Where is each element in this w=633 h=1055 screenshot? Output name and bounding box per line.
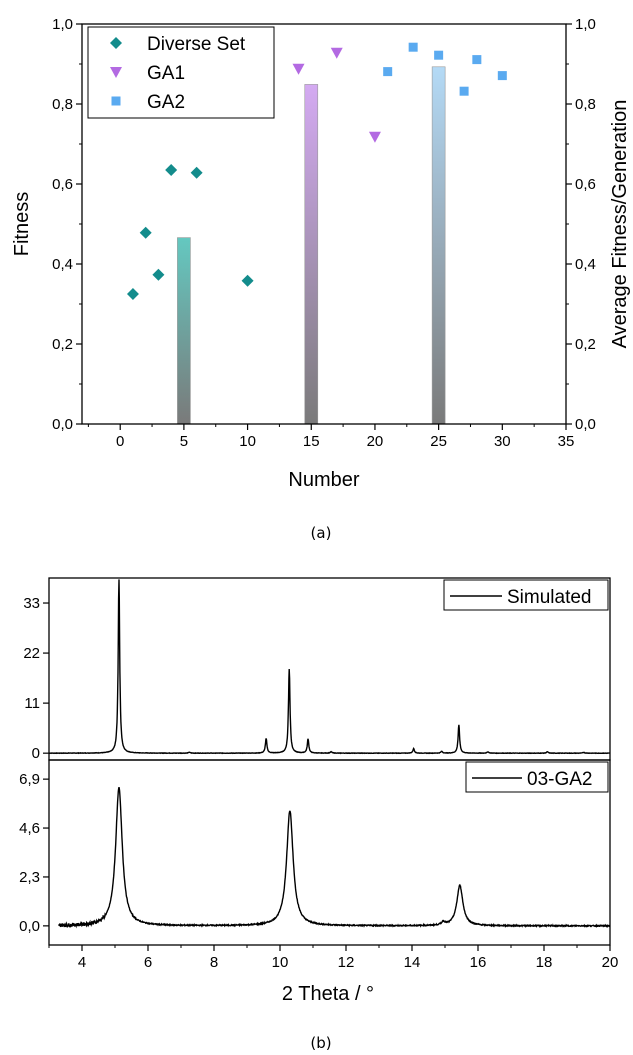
legend-label-diverse-set: Diverse Set bbox=[147, 34, 246, 55]
legend-box bbox=[465, 761, 609, 793]
panel-b-chart: 4 6 8 10 12 14 16 18 20 0 11 22 33 0,0 2,3 4,6 6,9 Sim… bbox=[19, 577, 619, 1052]
y2-tick-label: 0,4 bbox=[575, 256, 596, 273]
x-tick-label: 20 bbox=[602, 954, 619, 971]
panel-a-y-axis-left: 0,0 0,2 0,4 0,6 0,8 1,0 bbox=[52, 16, 82, 433]
y2-tick-label: 1,0 bbox=[575, 16, 596, 33]
y-tick-label: 0,4 bbox=[52, 256, 73, 273]
panel-b-bottom-frame bbox=[48, 759, 611, 946]
x-tick-label: 15 bbox=[303, 433, 320, 450]
panel-b-x-axis: 4 6 8 10 12 14 16 18 20 bbox=[48, 945, 619, 971]
legend-marker-diverse-set bbox=[110, 37, 122, 49]
y-tick-label: 22 bbox=[23, 645, 40, 662]
diverse-set-point bbox=[139, 226, 152, 239]
y-tick-label: 0 bbox=[32, 745, 40, 762]
x-tick-label: 30 bbox=[494, 433, 511, 450]
ga2-point bbox=[383, 67, 393, 77]
y2-tick-label: 0,0 bbox=[575, 416, 596, 433]
average-fitness-bar bbox=[177, 237, 191, 425]
y-tick-label: 33 bbox=[23, 595, 40, 612]
ga2-point bbox=[459, 86, 469, 96]
x-tick-label: 18 bbox=[536, 954, 553, 971]
ga2-point bbox=[497, 71, 507, 81]
x-tick-label: 16 bbox=[470, 954, 487, 971]
ga2-pattern-line bbox=[58, 786, 611, 929]
panel-b-top-y-axis: 0 11 22 33 bbox=[23, 595, 49, 762]
x-tick-label: 6 bbox=[144, 954, 152, 971]
legend-marker-ga1 bbox=[110, 67, 122, 78]
ga2-legend: 03-GA2 bbox=[465, 761, 609, 793]
ga1-point bbox=[368, 131, 381, 143]
y2-tick-label: 0,8 bbox=[575, 96, 596, 113]
diverse-set-point bbox=[190, 166, 203, 179]
x-tick-label: 0 bbox=[116, 433, 124, 450]
y2-tick-label: 0,6 bbox=[575, 176, 596, 193]
panel-a-y2-axis-label: Average Fitness/Generation bbox=[609, 100, 631, 349]
x-tick-label: 25 bbox=[430, 433, 447, 450]
legend-label-ga1: GA1 bbox=[147, 63, 185, 84]
legend-box bbox=[443, 579, 609, 611]
ga2-point bbox=[434, 50, 444, 60]
legend-label-ga2: GA2 bbox=[147, 92, 185, 113]
x-tick-label: 5 bbox=[180, 433, 188, 450]
diverse-set-point bbox=[126, 288, 139, 300]
x-tick-label: 10 bbox=[272, 954, 289, 971]
legend-marker-ga2 bbox=[111, 96, 121, 106]
average-fitness-bar bbox=[304, 84, 319, 425]
diverse-set-point bbox=[165, 164, 178, 176]
y-tick-label: 2,3 bbox=[19, 869, 40, 886]
y-tick-label: 0,6 bbox=[52, 176, 73, 193]
x-tick-label: 35 bbox=[558, 433, 575, 450]
y-tick-label: 0,2 bbox=[52, 336, 73, 353]
y-tick-label: 0,8 bbox=[52, 96, 73, 113]
panel-a-legend: Diverse Set GA1 GA2 bbox=[87, 26, 275, 119]
diverse-set-point bbox=[152, 268, 165, 281]
x-tick-label: 14 bbox=[404, 954, 421, 971]
ga2-point bbox=[472, 55, 482, 65]
average-fitness-bars bbox=[177, 66, 446, 425]
x-tick-label: 4 bbox=[78, 954, 86, 971]
panel-a-x-axis: 0 5 10 15 20 25 30 35 bbox=[87, 424, 575, 450]
y-tick-label: 6,9 bbox=[19, 771, 40, 788]
panel-b-bottom-y-axis: 0,0 2,3 4,6 6,9 bbox=[19, 771, 49, 935]
y-tick-label: 11 bbox=[24, 695, 40, 712]
fitness-scatter-points bbox=[126, 42, 507, 300]
ga1-point bbox=[292, 63, 305, 75]
y-tick-label: 4,6 bbox=[19, 820, 40, 837]
x-tick-label: 10 bbox=[239, 433, 256, 450]
y2-tick-label: 0,2 bbox=[575, 336, 596, 353]
panel-b-caption: (b) bbox=[310, 1034, 331, 1052]
simulated-legend: Simulated bbox=[443, 579, 609, 611]
panel-a-y-axis-label: Fitness bbox=[11, 192, 33, 256]
x-tick-label: 12 bbox=[338, 954, 355, 971]
y-tick-label: 0,0 bbox=[52, 416, 73, 433]
simulated-pattern-line bbox=[48, 579, 610, 755]
panel-a-y-axis-right: 0,0 0,2 0,4 0,6 0,8 1,0 bbox=[566, 16, 596, 433]
panel-a-x-axis-label: Number bbox=[288, 469, 359, 491]
panel-a-caption: (a) bbox=[311, 524, 332, 542]
y-tick-label: 0,0 bbox=[19, 918, 40, 935]
ga2-point bbox=[408, 42, 418, 52]
y-tick-label: 1,0 bbox=[52, 16, 73, 33]
panel-a-chart: 0 5 10 15 20 25 30 35 0,0 0,2 0,4 0,6 0,8 1,0 0,0 0,2… bbox=[11, 16, 631, 542]
x-tick-label: 8 bbox=[210, 954, 218, 971]
panel-b-x-axis-label: 2 Theta / ° bbox=[282, 983, 374, 1005]
average-fitness-bar bbox=[431, 66, 446, 425]
legend-label-03-ga2: 03-GA2 bbox=[527, 769, 592, 790]
x-tick-label: 20 bbox=[367, 433, 384, 450]
legend-label-simulated: Simulated bbox=[507, 587, 592, 608]
diverse-set-point bbox=[241, 274, 254, 287]
ga1-point bbox=[330, 47, 343, 59]
